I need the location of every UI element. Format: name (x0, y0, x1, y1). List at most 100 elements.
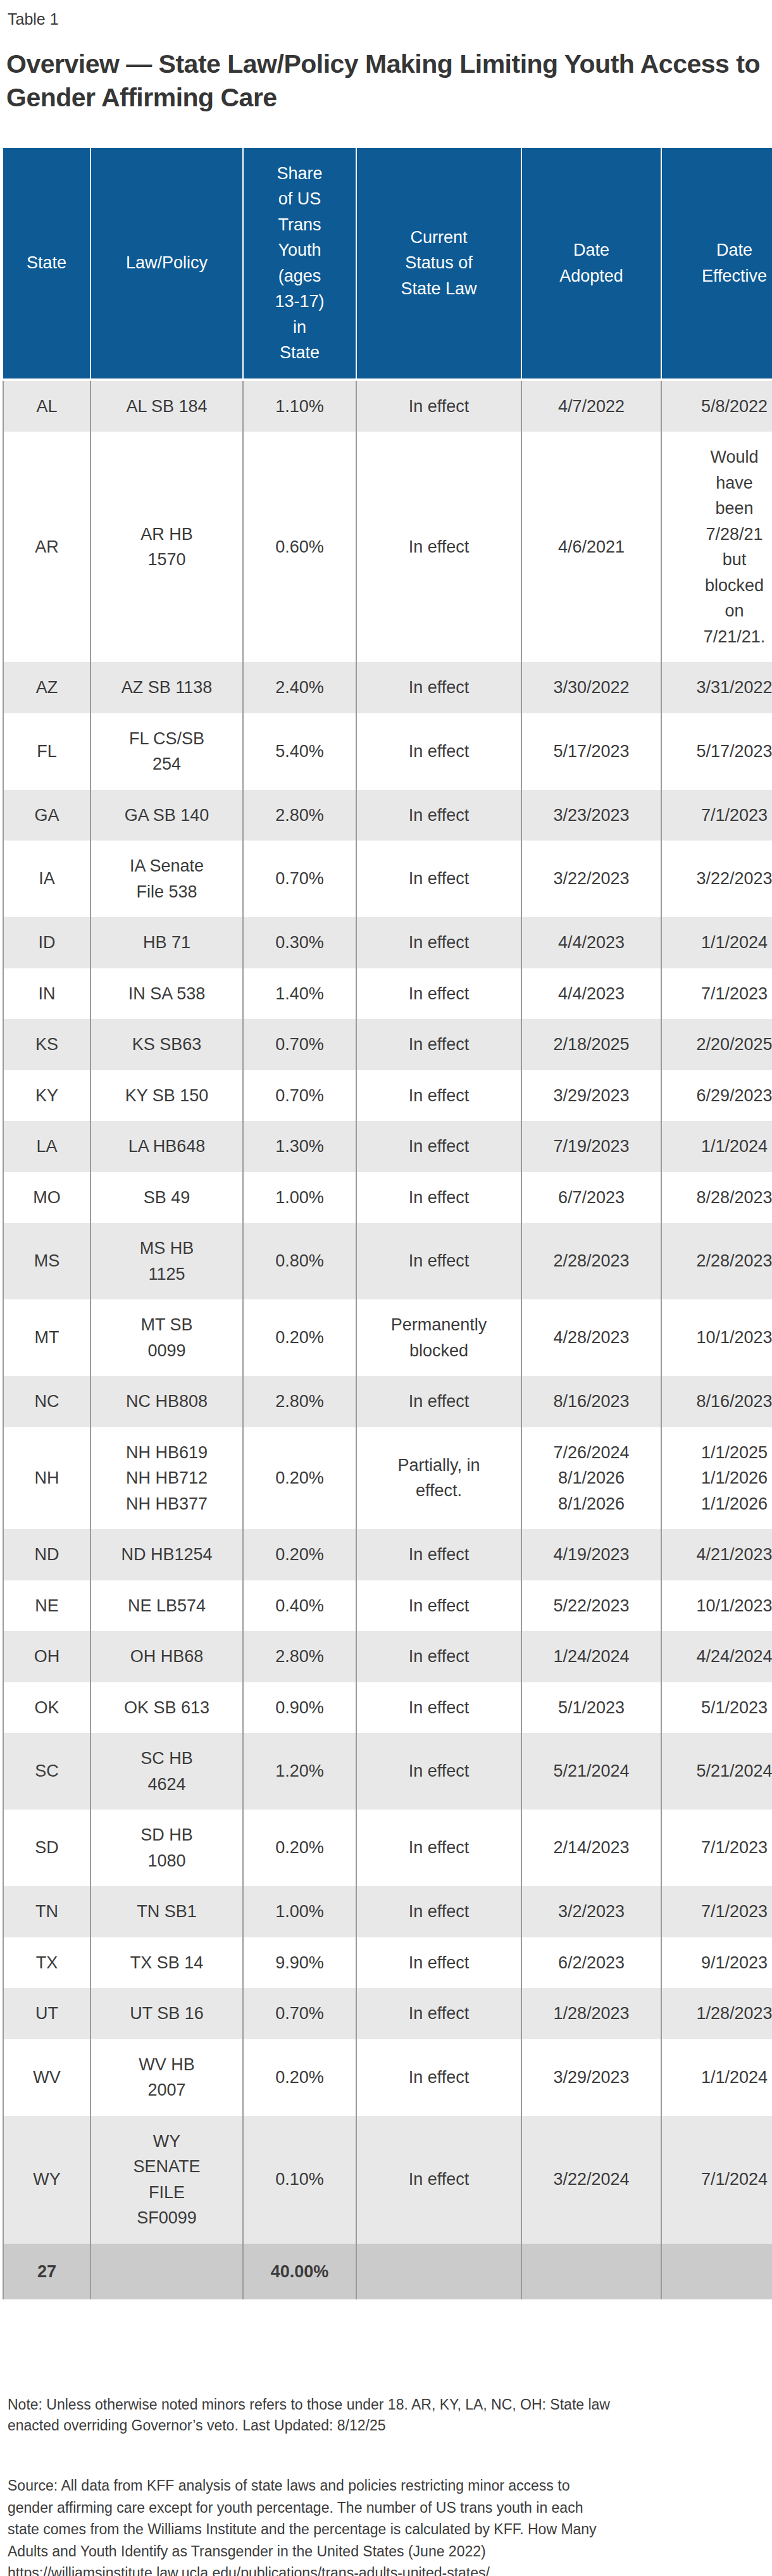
cell-state: FL (3, 713, 90, 790)
cell-effective: 1/1/2025 1/1/2026 1/1/2026 (661, 1427, 772, 1530)
cell-effective: 9/1/2023 (661, 1937, 772, 1989)
cell-state: NC (3, 1376, 90, 1427)
cell-law: GA SB 140 (90, 790, 243, 841)
table-row: IDHB 710.30%In effect4/4/20231/1/2024 (3, 917, 772, 968)
cell-status: In effect (356, 1733, 521, 1810)
cell-status: In effect (356, 968, 521, 1020)
cell-law: WV HB 2007 (90, 2039, 243, 2116)
cell-effective: 8/16/2023 (661, 1376, 772, 1427)
cell-state: KY (3, 1070, 90, 1122)
table-row: LALA HB6481.30%In effect7/19/20231/1/202… (3, 1121, 772, 1172)
cell-state: TN (3, 1886, 90, 1937)
cell-status: Partially, in effect. (356, 1427, 521, 1530)
cell-state: MS (3, 1223, 90, 1299)
cell-state: SC (3, 1733, 90, 1810)
cell-share: 1.00% (243, 1172, 356, 1223)
cell-share: 0.60% (243, 432, 356, 662)
cell-state: UT (3, 1988, 90, 2039)
cell-share: 0.10% (243, 2116, 356, 2244)
cell-effective: 5/21/2024 (661, 1733, 772, 1810)
cell-law: OK SB 613 (90, 1682, 243, 1734)
cell-adopted: 8/16/2023 (521, 1376, 661, 1427)
cell-adopted: 4/7/2022 (521, 380, 661, 432)
cell-share: 1.30% (243, 1121, 356, 1172)
cell-status: In effect (356, 917, 521, 968)
cell-effective: 10/1/2023 (661, 1580, 772, 1632)
table-row: SDSD HB 10800.20%In effect2/14/20237/1/2… (3, 1810, 772, 1886)
cell-effective: 1/1/2024 (661, 2039, 772, 2116)
cell-state: 27 (3, 2244, 90, 2300)
cell-adopted: 3/30/2022 (521, 662, 661, 713)
cell-share: 2.80% (243, 1631, 356, 1682)
cell-state: AL (3, 380, 90, 432)
cell-adopted: 3/22/2023 (521, 841, 661, 917)
cell-adopted: 3/23/2023 (521, 790, 661, 841)
cell-effective: 8/28/2023 (661, 1172, 772, 1223)
cell-adopted: 4/28/2023 (521, 1299, 661, 1376)
column-header: Law/Policy (90, 148, 243, 380)
table-row: MSMS HB 11250.80%In effect2/28/20232/28/… (3, 1223, 772, 1299)
table-label: Table 1 (8, 10, 772, 28)
cell-status: In effect (356, 1937, 521, 1989)
table-row: FLFL CS/SB 2545.40%In effect5/17/20235/1… (3, 713, 772, 790)
cell-law: SC HB 4624 (90, 1733, 243, 1810)
cell-state: WY (3, 2116, 90, 2244)
table-row: MOSB 491.00%In effect6/7/20238/28/2023 (3, 1172, 772, 1223)
cell-share: 0.80% (243, 1223, 356, 1299)
column-header: Date Effective (661, 148, 772, 380)
cell-adopted: 7/19/2023 (521, 1121, 661, 1172)
cell-law: SB 49 (90, 1172, 243, 1223)
cell-effective: Would have been 7/28/21 but blocked on 7… (661, 432, 772, 662)
table-row: NHNH HB619 NH HB712 NH HB3770.20%Partial… (3, 1427, 772, 1530)
cell-status: In effect (356, 2039, 521, 2116)
table-row: GAGA SB 1402.80%In effect3/23/20237/1/20… (3, 790, 772, 841)
cell-status: In effect (356, 1376, 521, 1427)
page-title: Overview — State Law/Policy Making Limit… (6, 47, 772, 115)
cell-status: In effect (356, 380, 521, 432)
cell-state: GA (3, 790, 90, 841)
cell-adopted: 6/7/2023 (521, 1172, 661, 1223)
cell-adopted: 5/21/2024 (521, 1733, 661, 1810)
cell-share: 0.90% (243, 1682, 356, 1734)
cell-share: 0.70% (243, 841, 356, 917)
cell-adopted: 3/29/2023 (521, 1070, 661, 1122)
cell-law: AL SB 184 (90, 380, 243, 432)
cell-law: NE LB574 (90, 1580, 243, 1632)
cell-adopted: 4/4/2023 (521, 917, 661, 968)
table-row: OKOK SB 6130.90%In effect5/1/20235/1/202… (3, 1682, 772, 1734)
table-row: KYKY SB 1500.70%In effect3/29/20236/29/2… (3, 1070, 772, 1122)
cell-state: AZ (3, 662, 90, 713)
cell-adopted: 1/28/2023 (521, 1988, 661, 2039)
table-row: WVWV HB 20070.20%In effect3/29/20231/1/2… (3, 2039, 772, 2116)
cell-status: In effect (356, 1988, 521, 2039)
cell-adopted: 5/1/2023 (521, 1682, 661, 1734)
cell-law: WY SENATE FILE SF0099 (90, 2116, 243, 2244)
source-link[interactable]: https://williamsinstitute.law.ucla.edu/p… (8, 2562, 742, 2576)
cell-status: In effect (356, 1631, 521, 1682)
cell-effective: 4/24/2024 (661, 1631, 772, 1682)
cell-adopted: 5/17/2023 (521, 713, 661, 790)
cell-state: TX (3, 1937, 90, 1989)
header-row: StateLaw/PolicyShare of US Trans Youth (… (3, 148, 772, 380)
cell-state: OH (3, 1631, 90, 1682)
table-row: NCNC HB8082.80%In effect8/16/20238/16/20… (3, 1376, 772, 1427)
cell-status: In effect (356, 2116, 521, 2244)
column-header: State (3, 148, 90, 380)
cell-effective (661, 2244, 772, 2300)
cell-law: OH HB68 (90, 1631, 243, 1682)
cell-law (90, 2244, 243, 2300)
table-row: ALAL SB 1841.10%In effect4/7/20225/8/202… (3, 380, 772, 432)
table-row: ARAR HB 15700.60%In effect4/6/2021Would … (3, 432, 772, 662)
cell-share: 0.20% (243, 1427, 356, 1530)
cell-law: ND HB1254 (90, 1529, 243, 1580)
cell-share: 0.40% (243, 1580, 356, 1632)
table-row: OHOH HB682.80%In effect1/24/20244/24/202… (3, 1631, 772, 1682)
cell-state: MT (3, 1299, 90, 1376)
cell-share: 9.90% (243, 1937, 356, 1989)
cell-effective: 1/28/2023 (661, 1988, 772, 2039)
cell-state: OK (3, 1682, 90, 1734)
cell-adopted: 3/29/2023 (521, 2039, 661, 2116)
cell-law: UT SB 16 (90, 1988, 243, 2039)
cell-effective: 6/29/2023 (661, 1070, 772, 1122)
cell-adopted: 1/24/2024 (521, 1631, 661, 1682)
